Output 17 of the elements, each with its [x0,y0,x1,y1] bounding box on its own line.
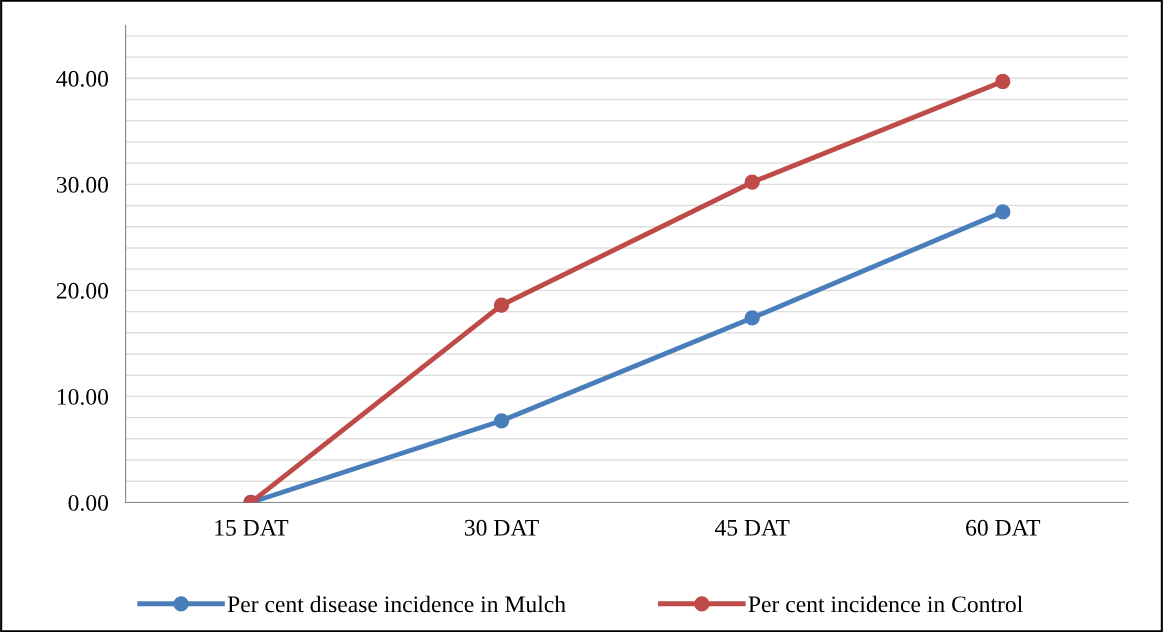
point [744,174,760,190]
point [995,204,1011,220]
y-tick-label: 10.00 [57,388,109,405]
y-tick-label: 30.00 [56,176,109,193]
legend-label: Per cent disease incidence in Mulch [227,595,566,613]
point [493,413,510,429]
x-tick-label: 60 DAT [966,519,1041,536]
y-tick-label: 20.00 [56,282,109,299]
x-tick-label: 45 DAT [714,519,790,536]
legend-label: Per cent incidence in Control [748,595,1023,613]
x-tick-label: 30 DAT [464,519,539,536]
point [995,73,1011,90]
point [493,297,510,313]
point [744,310,760,326]
y-tick-label: 40.00 [56,70,109,87]
x-tick-label: 15 DAT [215,519,289,536]
y-tick-label: 0.00 [68,494,109,511]
